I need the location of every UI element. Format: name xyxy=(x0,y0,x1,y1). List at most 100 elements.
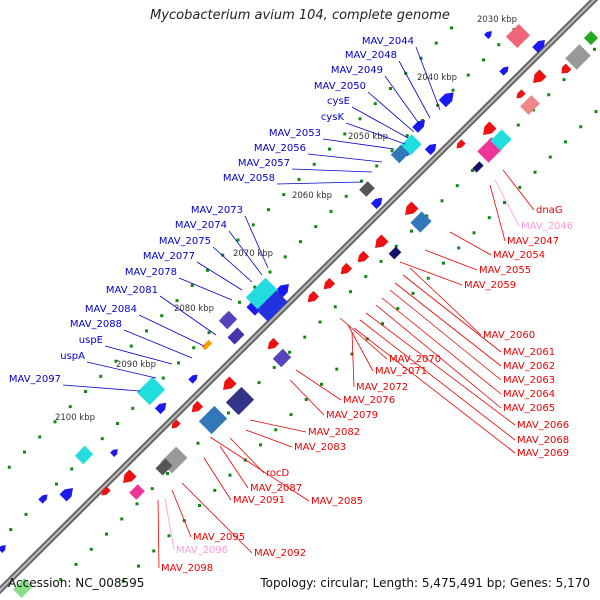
gene-shape xyxy=(390,144,410,164)
gene-shape xyxy=(0,545,6,553)
forward-label-connector xyxy=(415,46,441,111)
reverse-gene-label: MAV_2083 xyxy=(294,442,346,453)
track-tick xyxy=(518,185,522,189)
reverse-label-connector xyxy=(359,319,516,441)
track-tick xyxy=(23,450,26,454)
track-tick xyxy=(328,147,331,151)
track-tick xyxy=(343,132,347,136)
track-tick xyxy=(405,134,409,138)
gene-shape xyxy=(412,120,425,133)
forward-label-connector xyxy=(351,106,409,139)
gene-shape xyxy=(129,484,145,500)
reverse-gene-label: dnaG xyxy=(536,205,563,216)
track-tick xyxy=(166,472,169,475)
track-tick xyxy=(121,579,125,583)
forward-label-connector xyxy=(322,138,395,150)
track-tick xyxy=(236,238,240,242)
gene-shape xyxy=(516,89,526,99)
track-tick xyxy=(375,164,379,168)
forward-label-connector xyxy=(345,122,406,145)
forward-gene-label: uspE xyxy=(79,335,103,346)
gene-shape xyxy=(245,277,279,311)
reverse-label-connector xyxy=(389,289,502,381)
gene-shape xyxy=(201,339,213,351)
gene-shape xyxy=(405,201,419,215)
scale-label: 2030 kbp xyxy=(477,15,517,25)
scale-label: 2100 kbp xyxy=(55,413,95,423)
track-tick xyxy=(152,549,156,553)
gene-shape xyxy=(490,129,512,151)
reverse-label-connector xyxy=(399,261,463,286)
forward-label-connector xyxy=(178,277,233,301)
forward-label-connector xyxy=(244,215,269,269)
reverse-label-connector xyxy=(171,489,192,538)
track-tick xyxy=(562,78,566,82)
track-tick xyxy=(472,231,476,235)
track-tick xyxy=(55,482,58,486)
gene-shape xyxy=(375,234,389,248)
track-tick xyxy=(227,411,230,415)
reverse-gene xyxy=(171,419,181,429)
forward-label-connector xyxy=(228,230,263,276)
cds-box xyxy=(490,129,512,151)
track-tick xyxy=(350,352,354,356)
reverse-label-connector xyxy=(494,179,520,227)
track-tick xyxy=(344,194,348,198)
cds-box xyxy=(74,445,94,465)
track-tick xyxy=(7,465,11,469)
forward-label-connector xyxy=(159,295,217,336)
gene-shape xyxy=(520,95,540,115)
gene-shape xyxy=(155,458,173,476)
track-tick xyxy=(131,406,135,410)
reverse-label-connector xyxy=(289,379,325,416)
forward-gene xyxy=(275,284,289,298)
gene-shape xyxy=(225,386,255,416)
gene-shape xyxy=(227,327,245,345)
gene-shape xyxy=(472,161,484,173)
forward-label-connector xyxy=(86,361,157,379)
reverse-gene-label: MAV_2060 xyxy=(483,330,535,341)
reverse-label-connector xyxy=(424,249,478,271)
reverse-gene xyxy=(307,290,320,303)
cds-box xyxy=(245,277,279,311)
track-tick xyxy=(161,376,165,380)
cds-box xyxy=(565,44,591,70)
track-tick xyxy=(564,140,567,144)
reverse-gene-label: MAV_2063 xyxy=(503,375,555,386)
gene-shape xyxy=(307,290,320,303)
track-tick xyxy=(105,532,108,536)
forward-gene-label: MAV_2078 xyxy=(125,267,177,278)
reverse-gene-label: MAV_2069 xyxy=(517,448,569,459)
cds-box xyxy=(505,23,531,49)
track-tick xyxy=(206,268,209,272)
track-tick xyxy=(419,56,423,60)
reverse-gene-label: MAV_2054 xyxy=(493,250,545,261)
track-tick xyxy=(482,58,485,62)
track-tick xyxy=(450,26,453,30)
gene-shape xyxy=(256,290,288,322)
track-tick xyxy=(84,390,87,393)
forward-gene-label: MAV_2084 xyxy=(85,304,137,315)
cds-box xyxy=(155,458,173,476)
forward-gene-label: MAV_2074 xyxy=(175,220,227,231)
track-tick xyxy=(451,88,455,92)
reverse-gene-label: MAV_2072 xyxy=(356,382,408,393)
reverse-gene-label: MAV_2092 xyxy=(254,548,306,559)
reverse-gene-label: MAV_2091 xyxy=(233,495,285,506)
track-tick xyxy=(457,246,461,250)
reverse-gene xyxy=(456,139,466,149)
gene-shape xyxy=(410,211,432,233)
reverse-gene-label: MAV_2061 xyxy=(503,347,555,358)
track-tick xyxy=(38,435,42,439)
reverse-gene-label: MAV_2087 xyxy=(250,483,302,494)
track-tick xyxy=(333,305,337,309)
track-tick xyxy=(268,270,272,274)
track-tick xyxy=(434,41,438,45)
scale-label: 2080 kbp xyxy=(174,304,214,314)
track-tick xyxy=(190,283,194,287)
gene-shape xyxy=(340,262,353,275)
reverse-gene xyxy=(561,63,572,74)
track-tick xyxy=(207,331,211,335)
reverse-label-connector xyxy=(219,445,249,489)
cds-box xyxy=(227,327,245,345)
